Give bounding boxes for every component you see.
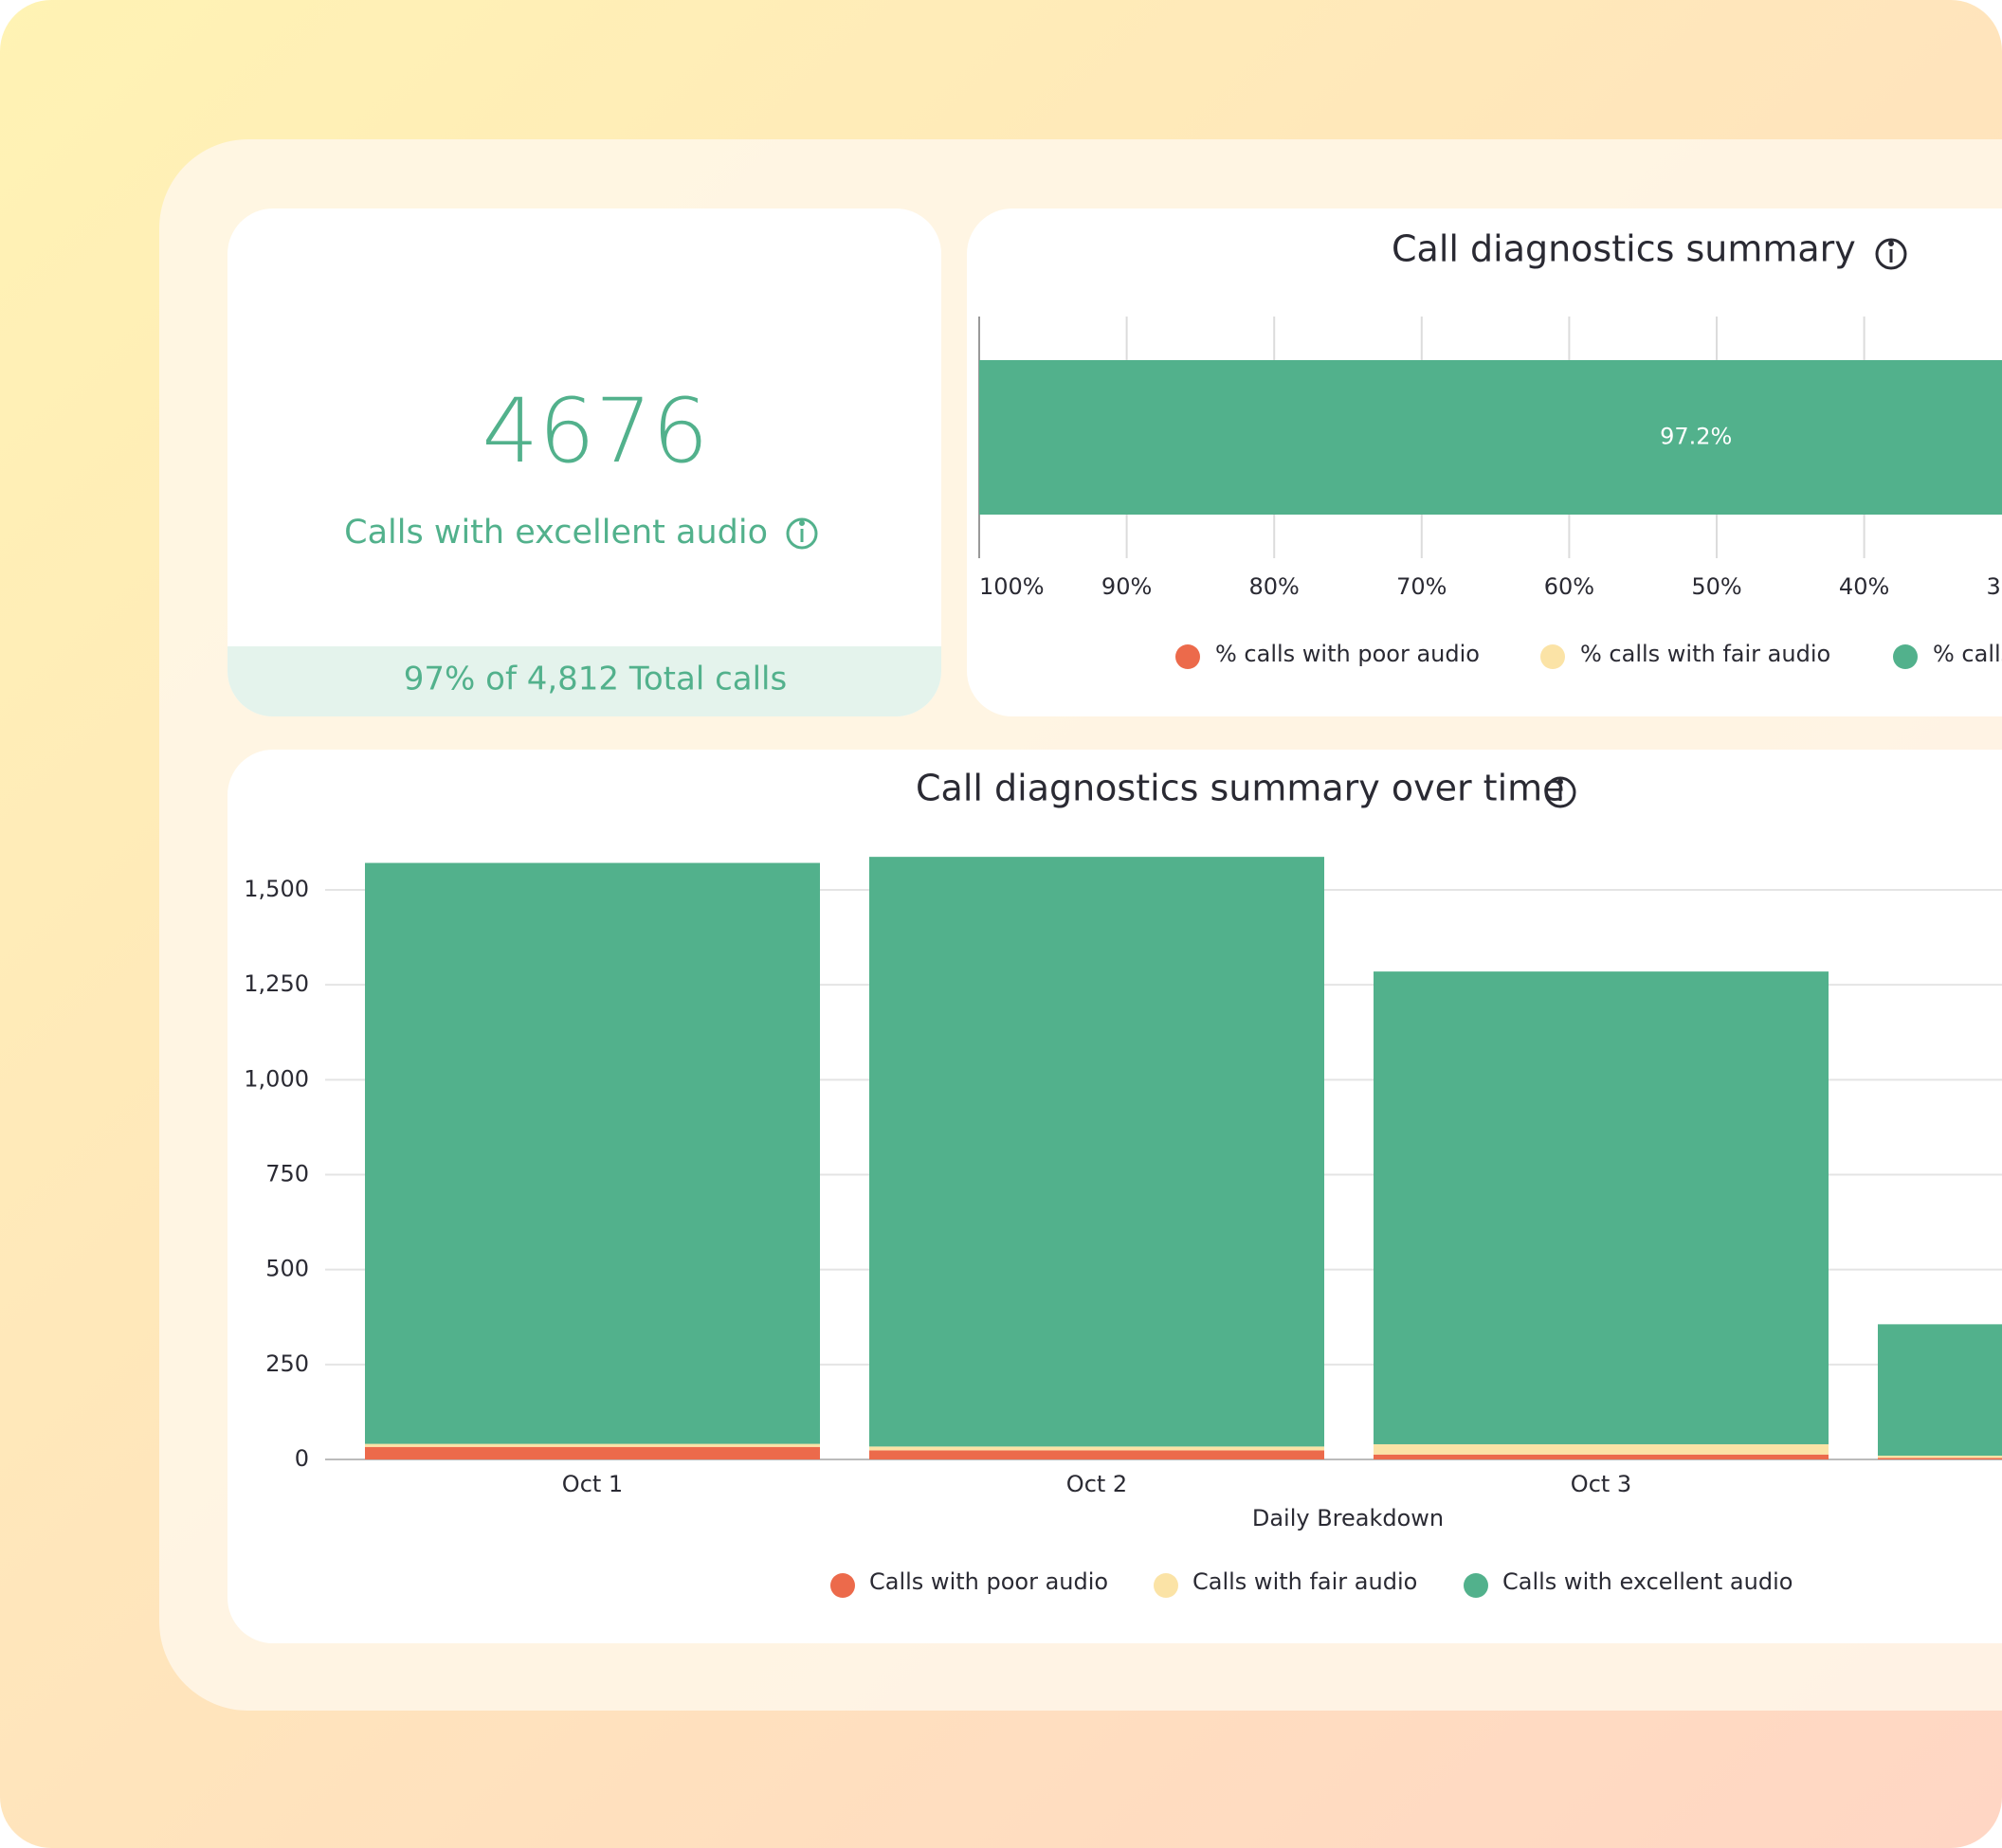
bar-segment — [1878, 1458, 2002, 1459]
x-tick-label: 40% — [1839, 573, 1889, 600]
legend-swatch — [1893, 644, 1918, 669]
chart-title: Call diagnostics summary over time — [916, 768, 1565, 809]
info-icon — [786, 517, 818, 550]
legend-swatch — [1175, 644, 1200, 669]
legend-swatch — [830, 1573, 855, 1598]
x-tick-label: Oct 3 — [1571, 1471, 1631, 1497]
legend-swatch — [1464, 1573, 1488, 1598]
y-tick-label: 250 — [265, 1350, 309, 1377]
bar-segment — [365, 1443, 820, 1447]
kpi-value: 4676 — [482, 380, 708, 483]
x-tick-label: 70% — [1396, 573, 1447, 600]
bar-segment — [1374, 971, 1829, 1444]
kpi-label: Calls with excellent audio — [344, 514, 768, 552]
info-icon — [1544, 776, 1576, 808]
y-tick-label: 750 — [265, 1161, 309, 1187]
x-axis-title: Daily Breakdown — [1252, 1505, 1444, 1531]
bar-segment — [365, 862, 820, 1444]
legend-label: % calls with fair audio — [1580, 641, 1830, 667]
legend-label: Calls with poor audio — [869, 1568, 1108, 1595]
x-tick-label: 90% — [1101, 573, 1152, 600]
legend-label: Calls with fair audio — [1192, 1568, 1417, 1595]
y-tick-label: 1,000 — [244, 1065, 309, 1092]
x-tick-label: 100% — [979, 573, 1045, 600]
kpi-card — [228, 208, 941, 716]
bar-segment — [365, 1446, 820, 1459]
data-label: 97.2% — [1660, 424, 1732, 450]
legend-label: Calls with excellent audio — [1502, 1568, 1793, 1595]
y-tick-label: 1,250 — [244, 970, 309, 997]
bar-segment — [1878, 1324, 2002, 1456]
legend-swatch — [1154, 1573, 1178, 1598]
bar-segment — [979, 360, 2002, 515]
y-tick-label: 500 — [265, 1256, 309, 1282]
x-tick-label: 60% — [1544, 573, 1594, 600]
x-tick-label: Oct 1 — [562, 1471, 623, 1497]
bar-segment — [869, 1446, 1324, 1451]
bar-segment — [1374, 1443, 1829, 1455]
bar-segment — [1374, 1454, 1829, 1459]
legend-swatch — [1540, 644, 1565, 669]
bar-segment — [1878, 1455, 2002, 1458]
x-tick-label: Oct 2 — [1066, 1471, 1127, 1497]
legend-label: % calls with poor audio — [1215, 641, 1480, 667]
x-tick-label: 30% — [1987, 573, 2002, 600]
chart-title: Call diagnostics summary — [1392, 228, 1856, 270]
kpi-footer-band — [228, 646, 941, 716]
bar-segment — [869, 1450, 1324, 1459]
x-tick-label: 50% — [1691, 573, 1741, 600]
y-tick-label: 1,500 — [244, 876, 309, 902]
info-icon — [1875, 238, 1907, 270]
kpi-footer: 97% of 4,812 Total calls — [404, 661, 787, 698]
bar-segment — [869, 857, 1324, 1447]
legend-label: % calls with excellent audio — [1933, 641, 2002, 667]
x-tick-label: 80% — [1249, 573, 1300, 600]
y-tick-label: 0 — [295, 1445, 309, 1472]
